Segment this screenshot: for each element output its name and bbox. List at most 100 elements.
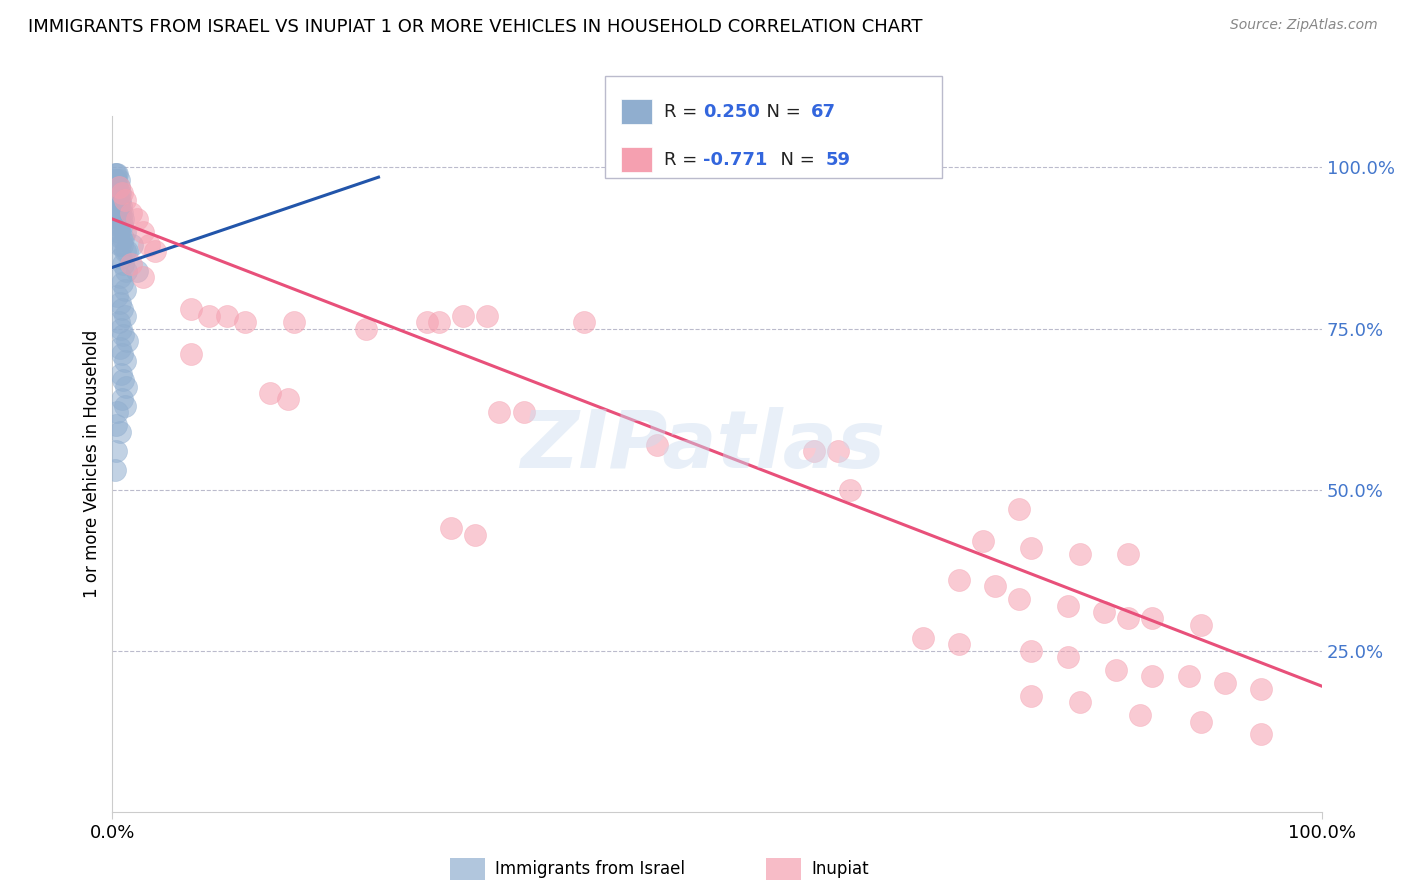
Point: [1250, 727, 1272, 741]
Point: [111, 392, 134, 407]
Point: [984, 579, 1007, 593]
Point: [112, 231, 135, 245]
Point: [107, 173, 129, 187]
Point: [839, 483, 862, 497]
Text: Source: ZipAtlas.com: Source: ZipAtlas.com: [1230, 18, 1378, 32]
Point: [488, 405, 510, 419]
Point: [105, 205, 128, 219]
Point: [356, 321, 378, 335]
Point: [108, 186, 131, 201]
Point: [416, 315, 439, 329]
Point: [114, 244, 136, 259]
Point: [107, 179, 129, 194]
Point: [107, 199, 129, 213]
Point: [283, 315, 305, 329]
Point: [972, 534, 994, 549]
Point: [827, 444, 849, 458]
Point: [111, 186, 134, 201]
Point: [259, 386, 281, 401]
Point: [427, 315, 450, 329]
Point: [112, 373, 135, 387]
Point: [1177, 669, 1199, 683]
Point: [277, 392, 299, 407]
Point: [105, 186, 128, 201]
Text: Immigrants from Israel: Immigrants from Israel: [495, 860, 685, 878]
Point: [112, 212, 135, 227]
Point: [111, 347, 134, 361]
Point: [572, 315, 595, 329]
Point: [104, 193, 127, 207]
Point: [120, 257, 142, 271]
Point: [1008, 502, 1031, 516]
Point: [105, 289, 128, 303]
Point: [111, 237, 134, 252]
Point: [477, 309, 499, 323]
Point: [105, 205, 128, 219]
Point: [114, 379, 136, 393]
Text: R =: R =: [664, 103, 703, 120]
Point: [105, 179, 128, 194]
Point: [1056, 650, 1078, 665]
Point: [464, 527, 486, 541]
Text: 67: 67: [811, 103, 837, 120]
Point: [107, 212, 129, 227]
Point: [105, 219, 128, 233]
Point: [105, 193, 128, 207]
Point: [107, 193, 129, 207]
Point: [108, 219, 131, 233]
Point: [948, 573, 970, 587]
Point: [111, 205, 134, 219]
Text: Inupiat: Inupiat: [811, 860, 869, 878]
Point: [111, 277, 134, 291]
Point: [198, 309, 221, 323]
Point: [138, 237, 160, 252]
Point: [132, 270, 155, 285]
Point: [107, 179, 129, 194]
Point: [645, 437, 668, 451]
Text: N =: N =: [755, 103, 807, 120]
Point: [1129, 708, 1152, 723]
Point: [1142, 669, 1164, 683]
Point: [114, 399, 136, 413]
Point: [111, 219, 134, 233]
Text: ZIPatlas: ZIPatlas: [520, 407, 886, 485]
Point: [114, 193, 136, 207]
Point: [512, 405, 534, 419]
Point: [125, 263, 148, 277]
Point: [803, 444, 825, 458]
Point: [108, 295, 131, 310]
Point: [108, 270, 131, 285]
Text: R =: R =: [664, 151, 703, 169]
Point: [110, 212, 132, 227]
Point: [108, 237, 131, 252]
Point: [107, 186, 129, 201]
Point: [105, 405, 128, 419]
Point: [104, 167, 127, 181]
Point: [121, 237, 143, 252]
Point: [180, 302, 202, 317]
Point: [115, 334, 138, 349]
Point: [108, 341, 131, 355]
Point: [108, 425, 131, 439]
Point: [105, 173, 128, 187]
Point: [1021, 689, 1043, 703]
Point: [1189, 618, 1212, 632]
Point: [217, 309, 239, 323]
Text: 59: 59: [825, 151, 851, 169]
Point: [1069, 547, 1091, 561]
Point: [948, 637, 970, 651]
Point: [110, 367, 132, 381]
Point: [1116, 611, 1139, 625]
Point: [105, 179, 128, 194]
Point: [1069, 695, 1091, 709]
Point: [1116, 547, 1139, 561]
Point: [1056, 599, 1078, 613]
Point: [1250, 682, 1272, 697]
Point: [125, 212, 148, 227]
Point: [1092, 605, 1115, 619]
Point: [114, 225, 136, 239]
Point: [104, 463, 127, 477]
Point: [105, 167, 128, 181]
Y-axis label: 1 or more Vehicles in Household: 1 or more Vehicles in Household: [83, 330, 101, 598]
Point: [180, 347, 202, 361]
